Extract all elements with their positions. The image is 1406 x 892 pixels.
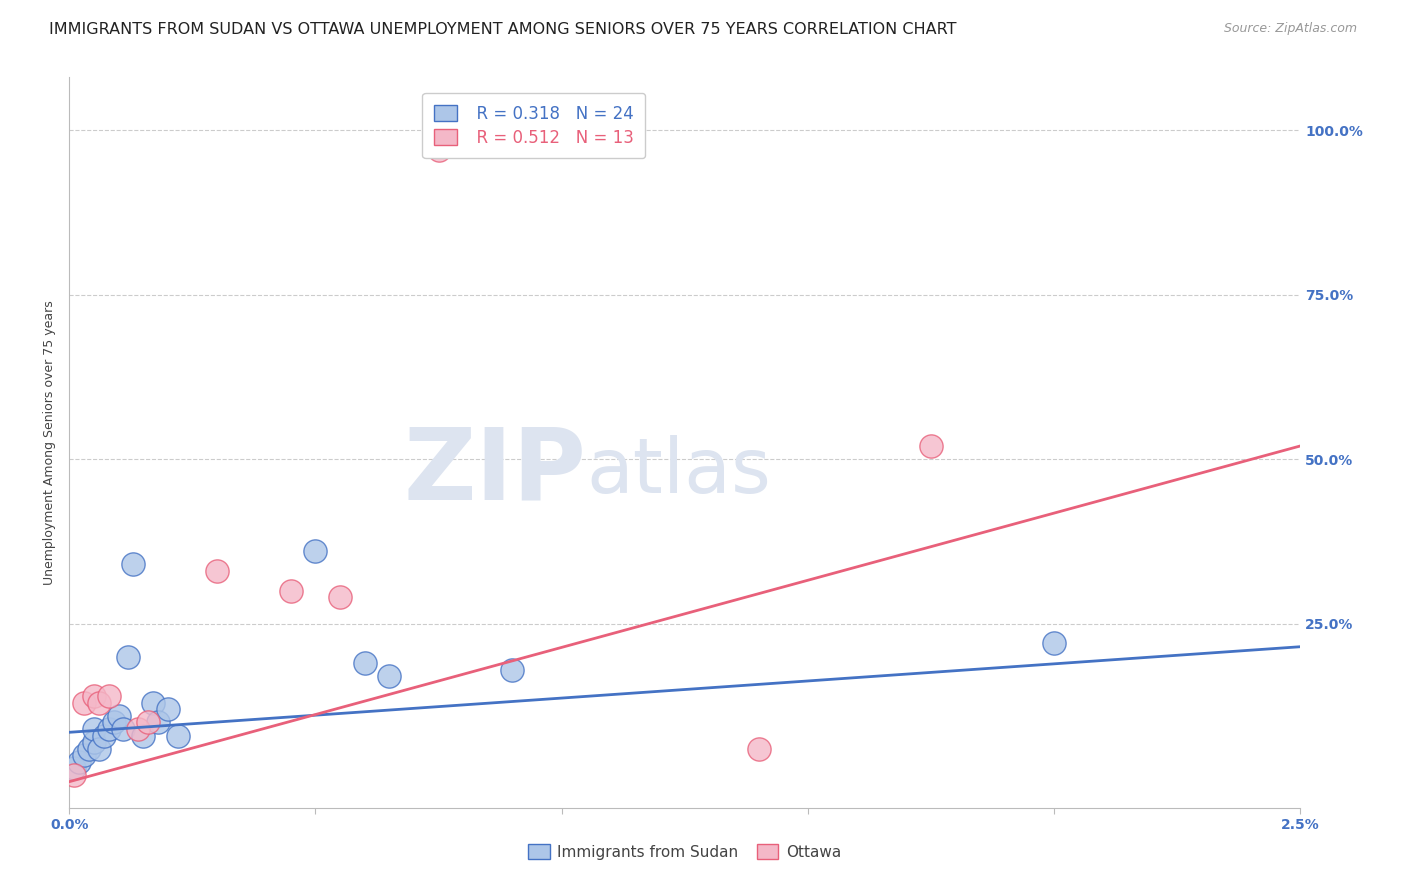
Point: [97, 689, 120, 703]
Text: ZIP: ZIP: [404, 424, 586, 520]
Point: [83, 722, 105, 736]
Point: [166, 729, 188, 743]
Point: [67, 755, 90, 769]
Point: [136, 715, 159, 730]
Point: [117, 649, 139, 664]
Point: [132, 729, 155, 743]
Point: [63, 762, 86, 776]
Point: [156, 702, 179, 716]
Point: [122, 558, 145, 572]
Point: [112, 722, 135, 736]
Point: [73, 748, 96, 763]
Point: [103, 715, 125, 730]
Point: [146, 715, 169, 730]
Text: Source: ZipAtlas.com: Source: ZipAtlas.com: [1223, 22, 1357, 36]
Point: [93, 729, 115, 743]
Point: [205, 564, 228, 578]
Text: IMMIGRANTS FROM SUDAN VS OTTAWA UNEMPLOYMENT AMONG SENIORS OVER 75 YEARS CORRELA: IMMIGRANTS FROM SUDAN VS OTTAWA UNEMPLOY…: [49, 22, 956, 37]
Legend:   R = 0.318   N = 24,   R = 0.512   N = 13: R = 0.318 N = 24, R = 0.512 N = 13: [422, 93, 645, 158]
Point: [83, 735, 105, 749]
Y-axis label: Unemployment Among Seniors over 75 years: Unemployment Among Seniors over 75 years: [44, 301, 56, 585]
Point: [378, 669, 401, 683]
Point: [1043, 636, 1066, 650]
Point: [77, 741, 100, 756]
Point: [142, 696, 165, 710]
Point: [920, 439, 942, 453]
Point: [87, 741, 110, 756]
Point: [83, 689, 105, 703]
Point: [87, 696, 110, 710]
Point: [97, 722, 120, 736]
Point: [304, 544, 326, 558]
Text: atlas: atlas: [586, 435, 770, 509]
Point: [427, 143, 450, 157]
Point: [329, 591, 352, 605]
Point: [501, 663, 523, 677]
Point: [63, 768, 86, 782]
Point: [280, 583, 302, 598]
Point: [748, 741, 770, 756]
Point: [127, 722, 149, 736]
Point: [353, 656, 375, 670]
Point: [107, 709, 129, 723]
Point: [73, 696, 96, 710]
